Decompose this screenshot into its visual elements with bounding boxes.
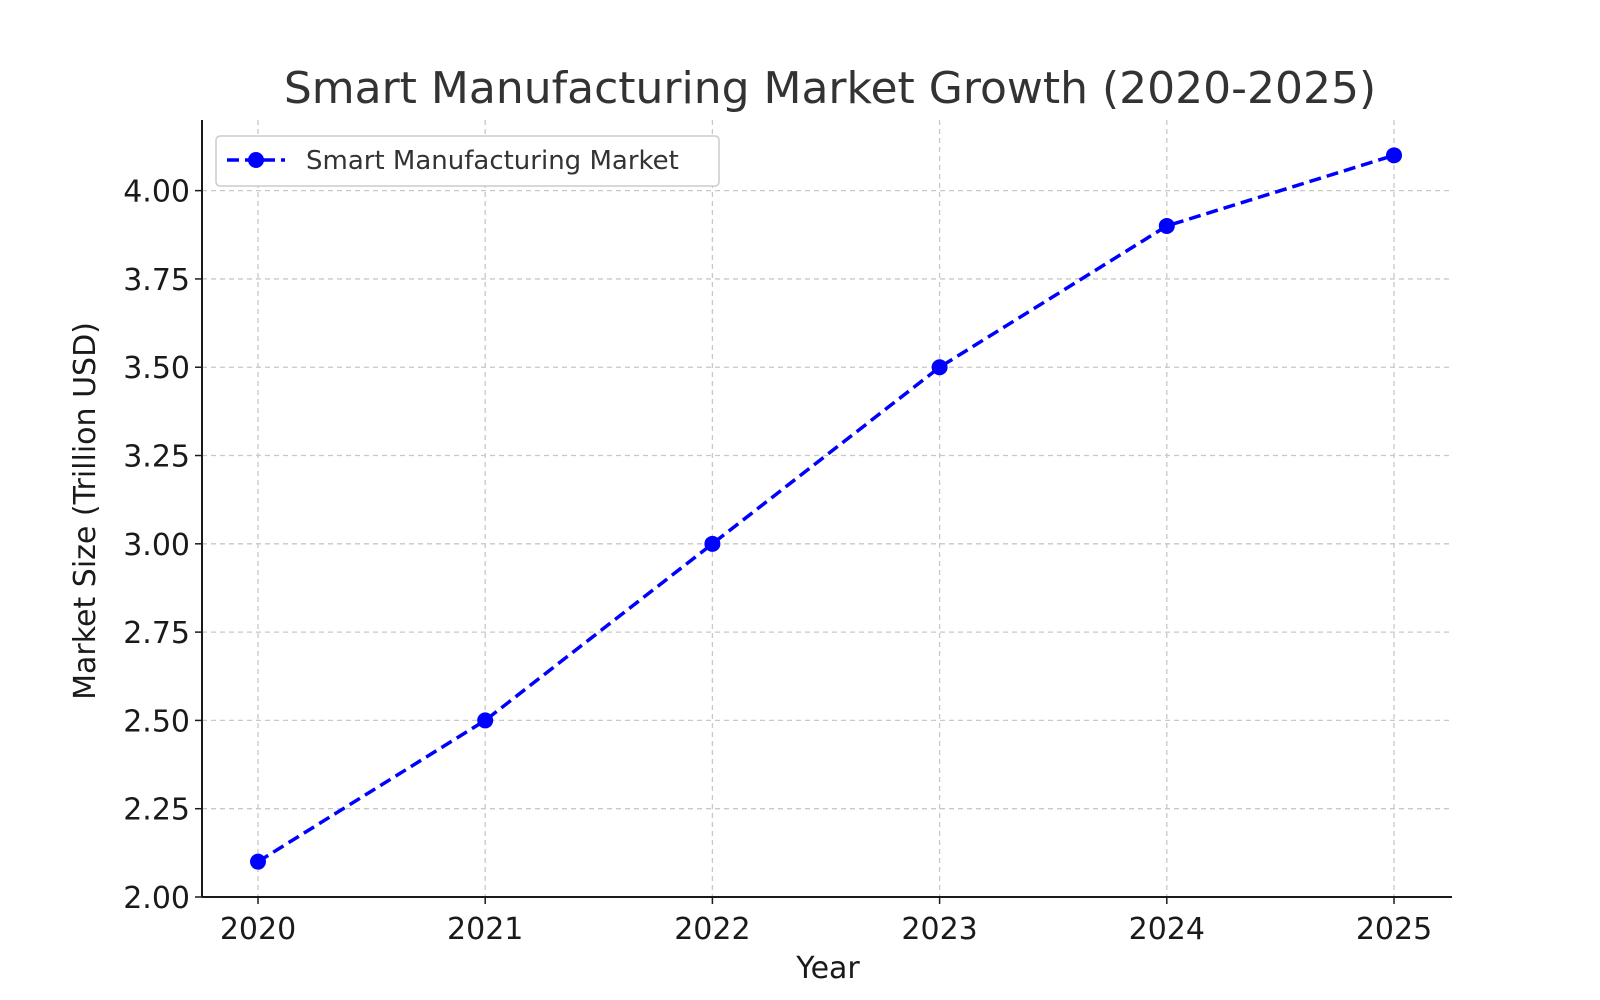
legend: Smart Manufacturing Market [215,135,720,187]
y-tick-label: 2.75 [123,616,190,651]
data-point [704,535,721,552]
grid [202,120,1452,897]
axes [195,120,1452,904]
x-tick-label: 2024 [1129,912,1205,947]
series [250,147,1402,870]
x-tick-label: 2020 [220,912,296,947]
data-point [1158,217,1175,234]
x-axis-label: Year [795,951,860,986]
legend-box [215,135,720,187]
y-tick-label: 2.00 [123,881,190,916]
data-point [250,853,266,870]
x-tick-label: 2025 [1356,912,1432,947]
data-point [477,712,494,729]
y-tick-label: 3.50 [123,351,190,386]
data-point [1386,147,1402,164]
chart-title: Smart Manufacturing Market Growth (2020-… [284,63,1376,114]
series-line [257,153,1395,864]
legend-marker-sample [248,152,264,168]
x-tick-label: 2021 [447,912,523,947]
y-tick-label: 3.00 [123,528,190,563]
x-tick-label: 2023 [901,912,977,947]
tick-labels: 2020 2021 2022 2023 2024 2025 2.00 2.25 2.50 2.75… [123,175,1432,947]
y-tick-label: 3.75 [123,263,190,298]
y-axis-label: Market Size (Trillion USD) [68,322,103,700]
y-tick-label: 4.00 [123,175,190,210]
y-tick-label: 2.50 [123,704,190,739]
y-tick-label: 2.25 [123,793,190,828]
x-tick-label: 2022 [674,912,750,947]
y-tick-label: 3.25 [123,440,190,475]
data-point [931,359,948,376]
legend-entry-label: Smart Manufacturing Market [306,146,679,176]
